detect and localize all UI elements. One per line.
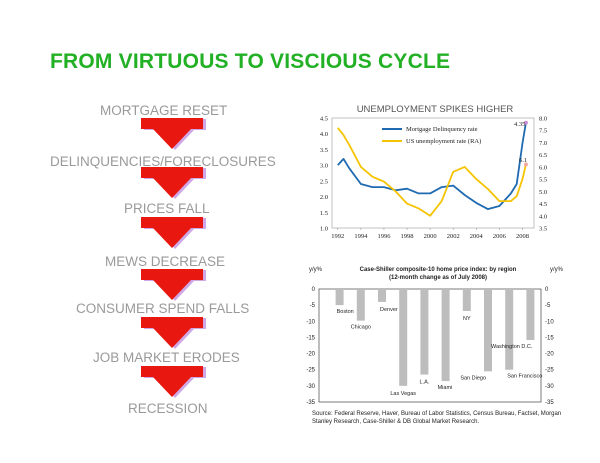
delinquency-latest-point (523, 120, 528, 125)
line-chart-left-tick-label: 1.0 (320, 226, 328, 233)
down-arrow-icon (141, 366, 206, 398)
bar-chart-left-tick-label: -10 (306, 319, 315, 325)
line-chart-left-tick-label: 4.0 (320, 131, 328, 138)
bar-chart-right-tick-label: -15 (545, 335, 554, 341)
legend-mortgage-delinquency: Mortgage Delinquency rate (406, 126, 478, 133)
bar-chart-right-tick-label: -20 (545, 352, 554, 358)
source-note: Source: Federal Reserve, Haver, Bureau o… (312, 411, 562, 425)
line-chart-x-tick-label: 2002 (447, 233, 460, 240)
bar-chart-right-tick-label: -30 (545, 384, 554, 390)
bar-category-label: Denver (380, 307, 398, 313)
line-chart-right-tick-label: 7.0 (539, 140, 547, 147)
line-chart-right-tick-label: 4.5 (539, 201, 547, 208)
down-arrow-icon (141, 217, 206, 249)
bar-category-label: L.A. (420, 380, 430, 386)
down-arrow-icon (141, 317, 206, 349)
bar-chart-left-tick-label: -25 (306, 368, 315, 374)
bar-category-label: Chicago (351, 325, 371, 331)
bar-category-label: Miami (438, 385, 453, 391)
line-chart-title: UNEMPLOYMENT SPIKES HIGHER (357, 104, 514, 115)
bar-category-label: Washington D.C. (491, 344, 533, 350)
unemployment-latest-point (523, 162, 528, 167)
bar-miami (441, 289, 450, 382)
line-chart-legend: Mortgage Delinquency rate US unemploymen… (382, 126, 481, 145)
line-chart-x-tick-label: 1998 (401, 233, 414, 240)
bar-chart-right-tick-label: 0 (545, 287, 549, 293)
us-unemployment-line (337, 127, 527, 217)
line-chart-x-tick-label: 1992 (331, 233, 344, 240)
line-chart-x-tick-label: 2008 (516, 233, 529, 240)
line-chart-right-tick-label: 3.5 (539, 226, 547, 233)
bar-boston (335, 289, 344, 306)
bar-chart-subtitle: (12-month change as of July 2008) (389, 275, 487, 281)
line-chart-right-tick-label: 5.5 (539, 177, 547, 184)
line-chart-x-tick-label: 1994 (354, 233, 368, 240)
line-chart-right-tick-label: 5.0 (539, 189, 547, 196)
step-job-market-erodes: JOB MARKET ERODES (93, 350, 240, 365)
bar-chart-right-tick-label: -5 (545, 303, 551, 309)
line-chart-x-tick-label: 2004 (470, 233, 484, 240)
line-chart-left-tick-label: 3.0 (320, 163, 328, 170)
line-chart-plot-frame (331, 117, 535, 229)
step-mews-decrease: MEWS DECREASE (105, 254, 226, 269)
bar-chicago (356, 289, 365, 321)
bar-san-francisco (505, 289, 514, 370)
step-mortgage-reset: MORTGAGE RESET (100, 103, 228, 118)
line-chart-x-tick-label: 2000 (424, 233, 437, 240)
bar-washington-d-c (526, 289, 535, 341)
bar-category-label: San Francisco (507, 374, 542, 380)
line-chart-left-tick-label: 2.5 (320, 178, 328, 185)
line-chart-right-tick-label: 6.0 (539, 164, 547, 171)
bar-san-diego (484, 289, 492, 372)
line-chart-left-tick-label: 2.0 (320, 194, 328, 201)
mortgage-delinquency-line (337, 122, 527, 210)
step-delinquencies-foreclosures: DELINQUENCIES/FORECLOSURES (50, 154, 276, 169)
bar-chart-right-tick-label: -25 (545, 368, 554, 374)
bar-chart-left-tick-label: -5 (310, 303, 316, 309)
step-prices-fall: PRICES FALL (124, 201, 210, 216)
down-arrow-icon (141, 118, 206, 150)
step-recession: RECESSION (128, 401, 208, 416)
bar-chart-ylabel-left: y/y% (309, 267, 323, 273)
line-chart-left-tick-label: 4.5 (320, 116, 328, 123)
line-chart-right-tick-label: 8.0 (539, 116, 547, 123)
unemployment-line-chart: UNEMPLOYMENT SPIKES HIGHER 1.0 1.5 2.0 2.5 3… (320, 104, 547, 240)
bar-category-label: NY (463, 316, 471, 322)
bar-l-a (420, 289, 429, 375)
case-shiller-bar-chart: y/y% y/y% Case-Shiller composite-10 home… (306, 267, 564, 406)
bar-ny (462, 289, 471, 311)
bar-category-label: Boston (337, 309, 354, 315)
bar-category-label: San Diego (460, 375, 486, 381)
bar-category-label: Las Vegas (390, 391, 416, 397)
line-chart-right-tick-label: 6.5 (539, 152, 547, 159)
bar-chart-title: Case-Shiller composite-10 home price ind… (360, 267, 517, 273)
legend-us-unemployment: US unemployment rate (RA) (406, 138, 481, 145)
bar-chart-left-tick-label: -35 (306, 400, 315, 406)
annotation-unemployment-latest: 6.1 (519, 157, 527, 164)
line-chart-left-tick-label: 3.5 (320, 147, 328, 154)
line-chart-x-tick-label: 1996 (377, 233, 391, 240)
line-chart-x-tick-label: 2006 (493, 233, 507, 240)
bar-las-vegas (399, 289, 408, 386)
bar-denver (378, 289, 386, 302)
bar-chart-left-tick-label: -20 (306, 352, 315, 358)
line-chart-right-tick-label: 7.5 (539, 128, 547, 135)
slide-title: FROM VIRTUOUS TO VISCIOUS CYCLE (50, 50, 451, 73)
step-consumer-spend-falls: CONSUMER SPEND FALLS (76, 301, 250, 316)
down-arrow-icon (141, 167, 206, 199)
bar-chart-left-tick-label: -30 (306, 384, 315, 390)
down-arrow-icon (141, 269, 206, 301)
bar-chart-left-tick-label: 0 (312, 287, 316, 293)
annotation-delinquency-peak: 4.35 (514, 121, 525, 128)
line-chart-left-tick-label: 1.5 (320, 210, 328, 217)
bar-chart-right-tick-label: -35 (545, 400, 554, 406)
bar-chart-ylabel-right: y/y% (550, 267, 564, 273)
line-chart-right-tick-label: 4.0 (539, 213, 547, 220)
bar-chart-left-tick-label: -15 (306, 335, 315, 341)
bar-chart-plot-frame (318, 288, 542, 403)
bar-chart-right-tick-label: -10 (545, 319, 554, 325)
